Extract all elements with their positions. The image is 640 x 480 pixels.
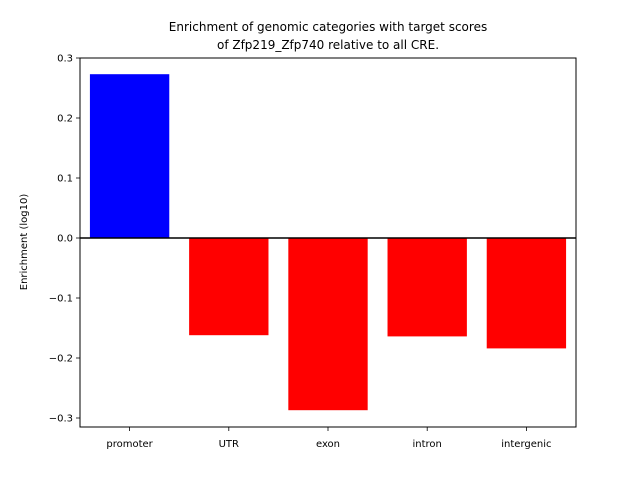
x-tick-label-intron: intron — [413, 439, 442, 450]
x-tick-label-UTR: UTR — [219, 439, 239, 450]
y-axis-label: Enrichment (log10) — [19, 194, 30, 291]
y-tick-label: −0.3 — [49, 414, 73, 425]
y-tick-label: 0.3 — [57, 54, 73, 65]
y-axis-ticks: −0.3 −0.2 −0.1 0.0 0.1 0.2 0.3 — [49, 54, 80, 425]
y-tick-label: 0.1 — [57, 174, 73, 185]
x-tick-label-promoter: promoter — [106, 439, 153, 450]
bar-UTR — [189, 238, 269, 336]
y-tick-label: 0.0 — [57, 234, 73, 245]
x-axis-ticks: promoter UTR exon intron intergenic — [106, 427, 552, 450]
bar-exon — [288, 238, 368, 411]
bar-promoter — [89, 74, 170, 238]
bar-intergenic — [486, 238, 567, 349]
chart-title-line-1: Enrichment of genomic categories with ta… — [169, 20, 487, 34]
x-tick-label-intergenic: intergenic — [501, 439, 551, 450]
bar-intron — [387, 238, 467, 337]
y-tick-label: −0.1 — [49, 294, 73, 305]
bars-group — [89, 74, 567, 411]
y-tick-label: −0.2 — [49, 354, 73, 365]
y-tick-label: 0.2 — [57, 114, 73, 125]
chart-title-line-2: of Zfp219_Zfp740 relative to all CRE. — [217, 38, 439, 52]
x-tick-label-exon: exon — [316, 439, 340, 450]
